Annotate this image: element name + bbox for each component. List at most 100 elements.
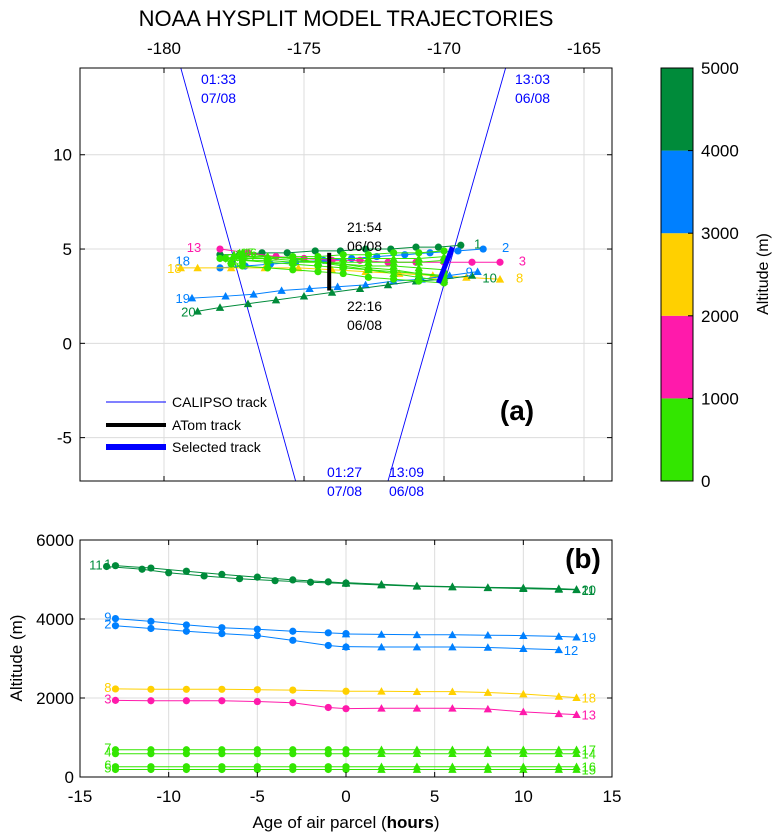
altitude-series-marker: [218, 765, 226, 774]
altitude-series-marker: [448, 765, 457, 773]
trajectory-marker: [333, 282, 342, 291]
altitude-series-marker: [412, 581, 422, 590]
trajectory-number-label: 18: [176, 253, 190, 268]
altitude-series-marker: [377, 765, 386, 773]
trajectory-marker: [187, 293, 197, 302]
altitude-series-marker: [218, 750, 226, 758]
altitude-series-marker: [572, 632, 581, 641]
panel-b-x-axis-label: Age of air parcel (hours): [252, 813, 439, 832]
trajectory-marker: [222, 254, 230, 263]
altitude-series-marker: [412, 745, 422, 754]
trajectory-marker: [415, 249, 423, 257]
altitude-series-marker: [289, 576, 297, 584]
colorbar-label: Altitude (m): [755, 233, 772, 315]
series-start-label: 5: [104, 760, 111, 775]
calipso-label-bottom-time: 13:09: [389, 464, 424, 480]
panel-a-grid: [80, 68, 612, 481]
colorbar-tick-label: 4000: [701, 142, 739, 161]
panel-a-frame: [79, 67, 613, 482]
a-x-tick-label: -175: [287, 39, 321, 58]
altitude-series-marker: [324, 765, 332, 774]
legend-label: ATom track: [172, 417, 242, 433]
altitude-series-marker: [147, 697, 155, 705]
colorbar-tick-label: 0: [701, 472, 710, 491]
trajectory-number-label: 8: [516, 270, 523, 285]
altitude-series-marker: [554, 645, 563, 654]
altitude-series-line: [345, 633, 577, 638]
trajectory-marker: [496, 258, 504, 266]
trajectory-marker: [313, 254, 323, 262]
panel-a-label: (a): [500, 395, 534, 426]
a-x-tick-label: -170: [427, 39, 461, 58]
altitude-series-marker: [448, 704, 457, 712]
trajectory-marker: [283, 249, 291, 257]
altitude-series-marker: [483, 745, 493, 754]
altitude-series-marker: [253, 573, 261, 581]
panel-a-annotations: 01:33 07/08 13:03 06/08 01:27 07/08 13:09 06/08…: [167, 71, 550, 499]
calipso-label-bottom-time: 01:27: [327, 464, 362, 480]
altitude-series-line: [345, 582, 577, 590]
calipso-label-bottom-date: 06/08: [389, 483, 424, 499]
trajectory-marker: [305, 284, 314, 293]
series-start-label: 3: [104, 691, 111, 706]
altitude-series-marker: [412, 749, 422, 758]
altitude-series-marker: [147, 765, 155, 774]
calipso-label-top-date: 06/08: [515, 90, 550, 106]
altitude-series-line: [115, 618, 347, 635]
altitude-series-marker: [554, 709, 563, 718]
x-axis-label-prefix: Age of air parcel (: [252, 813, 387, 832]
altitude-series-marker: [182, 697, 190, 705]
altitude-series-marker: [253, 697, 261, 706]
altitude-series-line: [115, 625, 347, 648]
trajectory-number-label: 17: [243, 250, 257, 264]
altitude-series-marker: [554, 584, 563, 592]
x-axis-label-suffix: ): [434, 813, 440, 832]
altitude-series-marker: [253, 765, 261, 774]
altitude-series-marker: [253, 686, 261, 694]
trajectory-marker: [383, 280, 393, 289]
trajectory-marker: [277, 286, 286, 294]
altitude-series-marker: [377, 749, 386, 758]
panel-b-grid: [79, 539, 613, 778]
trajectory-marker: [176, 263, 185, 272]
altitude-series-marker: [182, 765, 190, 774]
altitude-series-marker: [412, 630, 422, 639]
colorbar-band: [661, 233, 693, 316]
altitude-series-marker: [111, 622, 120, 630]
altitude-series-marker: [147, 750, 155, 758]
altitude-series-marker: [182, 750, 190, 758]
altitude-series-marker: [572, 693, 581, 701]
altitude-series-marker: [448, 745, 457, 754]
a-y-tick-label: 5: [63, 240, 72, 259]
altitude-series-marker: [377, 687, 386, 695]
colorbar-band: [661, 150, 693, 234]
trajectory-marker: [193, 263, 202, 272]
altitude-series-marker: [324, 641, 332, 650]
altitude-series-marker: [377, 642, 386, 651]
trajectory-marker: [243, 299, 253, 308]
series-end-label: 20: [582, 582, 596, 597]
trajectory-marker: [244, 249, 252, 257]
trajectory-number-label: 1: [474, 236, 481, 251]
altitude-series-marker: [412, 704, 422, 712]
altitude-series-marker: [147, 624, 155, 633]
altitude-series-marker: [111, 765, 120, 774]
altitude-series-marker: [289, 627, 297, 635]
panel-b-y-axis-label: Altitude (m): [7, 615, 26, 702]
trajectory-marker: [238, 262, 246, 270]
altitude-series-marker: [519, 583, 528, 592]
altitude-series-marker: [111, 750, 120, 758]
altitude-series-marker: [554, 749, 563, 758]
trajectory-marker: [361, 280, 370, 289]
trajectory-marker: [479, 245, 487, 253]
trajectory-marker: [414, 254, 423, 262]
trajectory-marker: [271, 295, 281, 304]
altitude-series-marker: [572, 745, 581, 754]
trajectory-number-label: 2: [502, 240, 509, 255]
figure-title: NOAA HYSPLIT MODEL TRAJECTORIES: [139, 6, 554, 31]
altitude-series-marker: [182, 627, 190, 635]
b-y-tick-label: 4000: [36, 610, 74, 629]
trajectory-marker: [249, 290, 258, 298]
trajectory-marker: [215, 303, 225, 311]
